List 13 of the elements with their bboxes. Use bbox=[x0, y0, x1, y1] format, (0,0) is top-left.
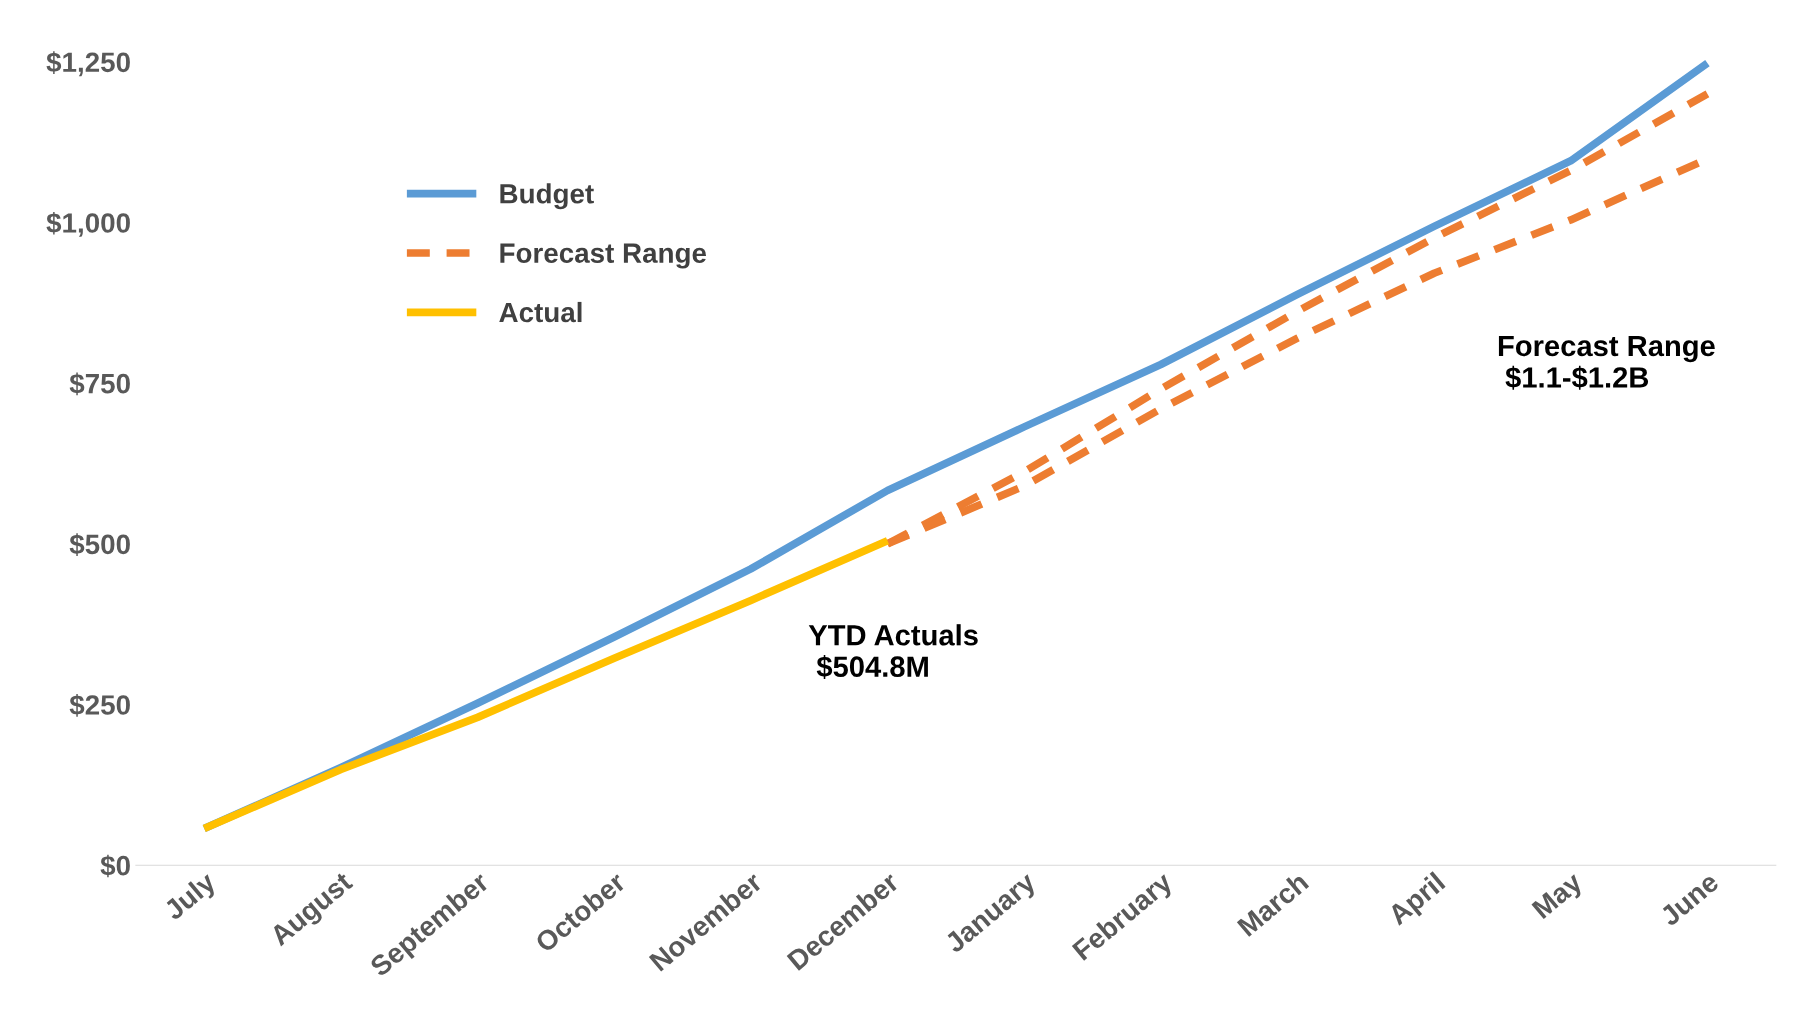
y-tick-label: $750 bbox=[69, 372, 130, 396]
y-tick-label: $0 bbox=[100, 854, 130, 878]
y-tick-label: $1,250 bbox=[46, 51, 130, 77]
y-tick-label: $500 bbox=[69, 533, 130, 556]
x-tick-label: May bbox=[1531, 870, 1588, 924]
legend-label: Budget bbox=[500, 183, 594, 210]
legend-label: Forecast Range bbox=[500, 243, 706, 269]
y-tick-label: $250 bbox=[69, 693, 130, 717]
y-tick-label: $1,000 bbox=[46, 211, 130, 237]
annotation: YTD Actuals $504.8M bbox=[808, 624, 978, 679]
legend-label: Actual bbox=[499, 301, 582, 323]
annotation: Forecast Range $1.1-$1.2B bbox=[1498, 335, 1715, 390]
x-tick-label: July bbox=[161, 870, 221, 926]
